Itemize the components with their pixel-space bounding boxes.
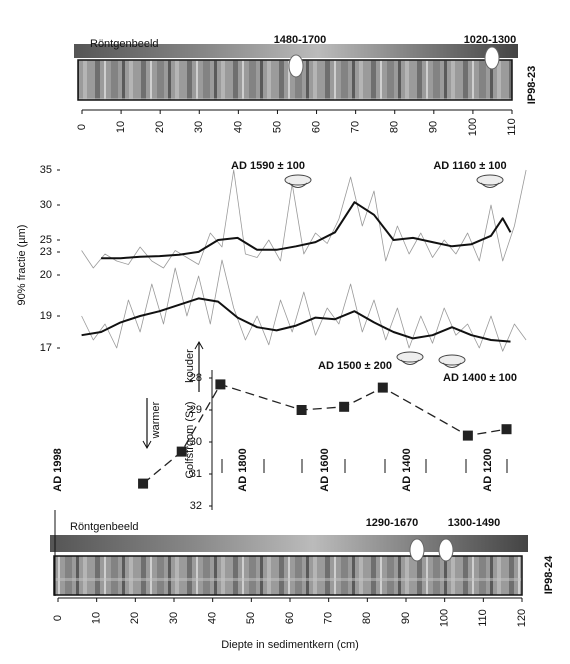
x-tick-label: 100: [439, 609, 451, 627]
x-tick-label: 70: [323, 612, 335, 624]
x-tick-label: 90: [400, 612, 412, 624]
age-label: AD 1400: [401, 448, 413, 491]
core-id: IP98-23: [526, 66, 538, 105]
data-point: [215, 379, 226, 390]
data-point: [138, 478, 149, 489]
x-tick-label: 10: [115, 121, 127, 133]
date-label: 1020-1300: [464, 34, 517, 46]
core-band: [50, 535, 528, 552]
data-line: [81, 169, 527, 269]
age-label: AD 1800: [237, 448, 249, 491]
core-band: [74, 44, 518, 58]
age-label: AD 1600: [319, 448, 331, 491]
x-tick-label: 30: [168, 612, 180, 624]
date-annotation: AD 1590 ± 100: [231, 160, 305, 172]
x-tick-label: 80: [361, 612, 373, 624]
x-tick-label: 20: [154, 121, 166, 133]
x-tick-label: 40: [207, 612, 219, 624]
x-tick-label: 60: [284, 612, 296, 624]
y-tick-label: 32: [190, 500, 202, 512]
y-tick-label: 35: [40, 164, 52, 176]
date-annotation: AD 1160 ± 100: [433, 160, 506, 172]
direction-label: kouder: [184, 349, 196, 383]
x-tick-label: 110: [506, 118, 518, 136]
age-label: AD 1200: [482, 448, 494, 491]
y-axis-label: Golfstroom (Sv): [184, 401, 196, 478]
core-label: Röntgenbeeld: [90, 38, 159, 50]
y-tick-label: 30: [40, 199, 52, 211]
shell-icon: [476, 174, 504, 186]
y-tick-label: 17: [40, 342, 52, 354]
y-tick-label: 29: [190, 404, 202, 416]
x-tick-label: 50: [271, 121, 283, 133]
x-tick-label: 90: [428, 121, 440, 133]
y-tick-label: 31: [190, 468, 202, 480]
x-tick-label: 0: [76, 124, 88, 130]
core-id: IP98-24: [543, 555, 555, 594]
core-image: [77, 59, 513, 101]
age-label: AD 1998: [52, 448, 64, 491]
x-tick-label: 80: [389, 121, 401, 133]
data-line: [81, 297, 511, 343]
data-point: [501, 424, 512, 435]
x-axis-label: Diepte in sedimentkern (cm): [221, 639, 359, 651]
x-tick-label: 50: [245, 612, 257, 624]
sample-marker: [438, 538, 454, 562]
x-tick-label: 120: [516, 609, 528, 627]
arrow-head: [142, 440, 152, 450]
y-tick-label: 19: [40, 310, 52, 322]
x-tick-label: 0: [52, 615, 64, 621]
data-point: [176, 446, 187, 457]
y-axis-label: 90% fractie (µm): [16, 225, 28, 306]
y-tick-label: 20: [40, 269, 52, 281]
x-tick-label: 10: [91, 612, 103, 624]
shell-icon: [288, 182, 308, 188]
x-tick-label: 70: [350, 121, 362, 133]
date-label: 1300-1490: [448, 517, 501, 529]
shell-icon: [442, 362, 462, 368]
date-label: 1480-1700: [274, 34, 327, 46]
date-annotation: AD 1400 ± 100: [443, 372, 517, 384]
x-tick-label: 40: [232, 121, 244, 133]
data-point: [339, 401, 350, 412]
data-point: [462, 430, 473, 441]
y-tick-label: 30: [190, 436, 202, 448]
shell-icon: [284, 174, 312, 186]
core-label: Röntgenbeeld: [70, 521, 139, 533]
shell-icon: [480, 182, 500, 188]
arrow-head: [194, 340, 204, 350]
x-tick-label: 60: [310, 121, 322, 133]
sample-marker: [288, 54, 304, 78]
date-annotation: AD 1500 ± 200: [318, 360, 392, 372]
sample-marker: [484, 46, 500, 70]
direction-label: warmer: [150, 401, 162, 439]
x-tick-label: 100: [467, 118, 479, 136]
date-label: 1290-1670: [366, 517, 419, 529]
y-tick-label: 25: [40, 234, 52, 246]
shell-icon: [400, 359, 420, 365]
data-line: [81, 259, 527, 352]
data-point: [296, 405, 307, 415]
x-tick-label: 110: [477, 609, 489, 627]
x-tick-label: 20: [129, 612, 141, 624]
sample-marker: [409, 538, 425, 562]
y-tick-label: 23: [40, 246, 52, 258]
core-image: [53, 555, 523, 596]
x-tick-label: 30: [193, 121, 205, 133]
shell-icon: [438, 354, 466, 366]
data-line: [101, 201, 512, 260]
data-point: [377, 382, 388, 393]
data-line: [142, 383, 507, 485]
shell-icon: [396, 351, 424, 363]
